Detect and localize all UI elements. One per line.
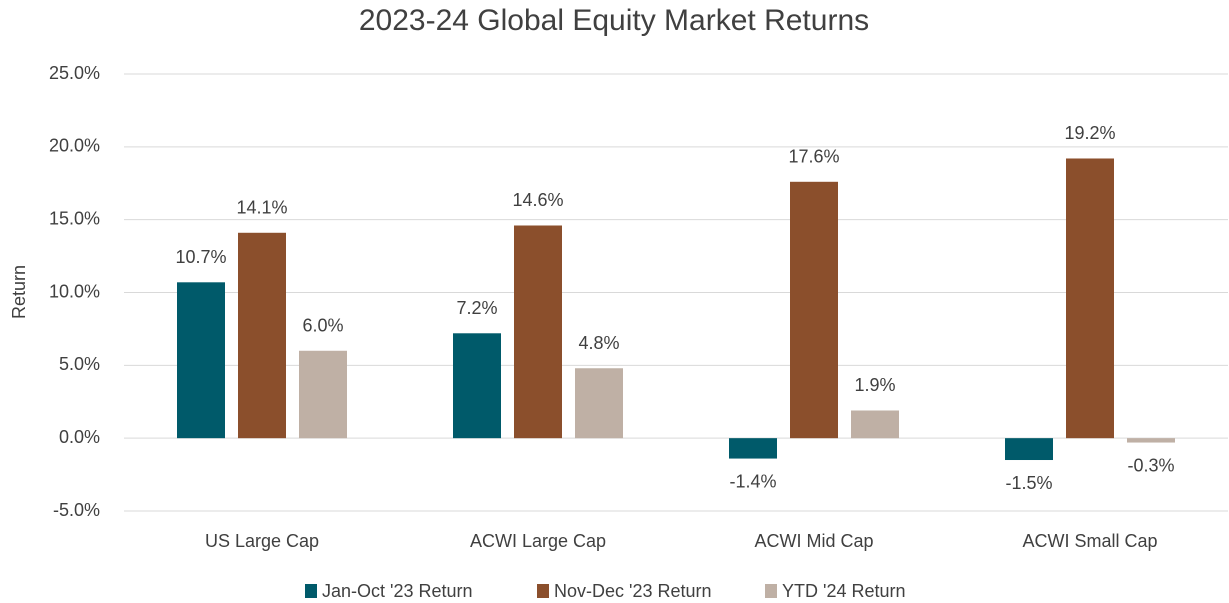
bar <box>238 232 286 439</box>
legend-swatch <box>765 584 777 598</box>
data-label: 10.7% <box>175 247 226 267</box>
y-tick-label: 10.0% <box>49 281 100 301</box>
bar <box>1066 158 1114 439</box>
legend-swatch <box>305 584 317 598</box>
data-label: 7.2% <box>456 298 497 318</box>
data-label: -1.4% <box>729 471 776 491</box>
legend-swatch <box>537 584 549 598</box>
bar <box>1127 438 1175 443</box>
bar <box>453 333 501 439</box>
legend-label: YTD '24 Return <box>782 581 906 601</box>
y-tick-label: 20.0% <box>49 136 100 156</box>
bar <box>514 225 562 439</box>
bar <box>729 438 777 459</box>
data-label: 19.2% <box>1064 123 1115 143</box>
x-tick-label: US Large Cap <box>205 531 319 551</box>
data-label: -1.5% <box>1005 473 1052 493</box>
data-label: -0.3% <box>1127 455 1174 475</box>
x-tick-label: ACWI Mid Cap <box>754 531 873 551</box>
data-label: 6.0% <box>302 316 343 336</box>
data-label: 1.9% <box>854 375 895 395</box>
y-tick-label: 25.0% <box>49 63 100 83</box>
legend-label: Jan-Oct '23 Return <box>322 581 473 601</box>
data-label: 14.1% <box>236 198 287 218</box>
y-tick-label: 15.0% <box>49 208 100 228</box>
data-label: 4.8% <box>578 333 619 353</box>
bar <box>299 350 347 439</box>
bar <box>851 410 899 439</box>
y-axis-label: Return <box>9 265 29 319</box>
data-label: 17.6% <box>788 147 839 167</box>
y-tick-label: 0.0% <box>59 427 100 447</box>
chart-title: 2023-24 Global Equity Market Returns <box>359 4 869 37</box>
y-tick-label: -5.0% <box>53 500 100 520</box>
x-tick-label: ACWI Small Cap <box>1022 531 1157 551</box>
bar <box>790 181 838 439</box>
bar <box>1005 438 1053 461</box>
data-label: 14.6% <box>512 190 563 210</box>
y-tick-label: 5.0% <box>59 354 100 374</box>
x-tick-label: ACWI Large Cap <box>470 531 606 551</box>
bar <box>177 282 225 439</box>
legend-label: Nov-Dec '23 Return <box>554 581 712 601</box>
bar <box>575 368 623 439</box>
